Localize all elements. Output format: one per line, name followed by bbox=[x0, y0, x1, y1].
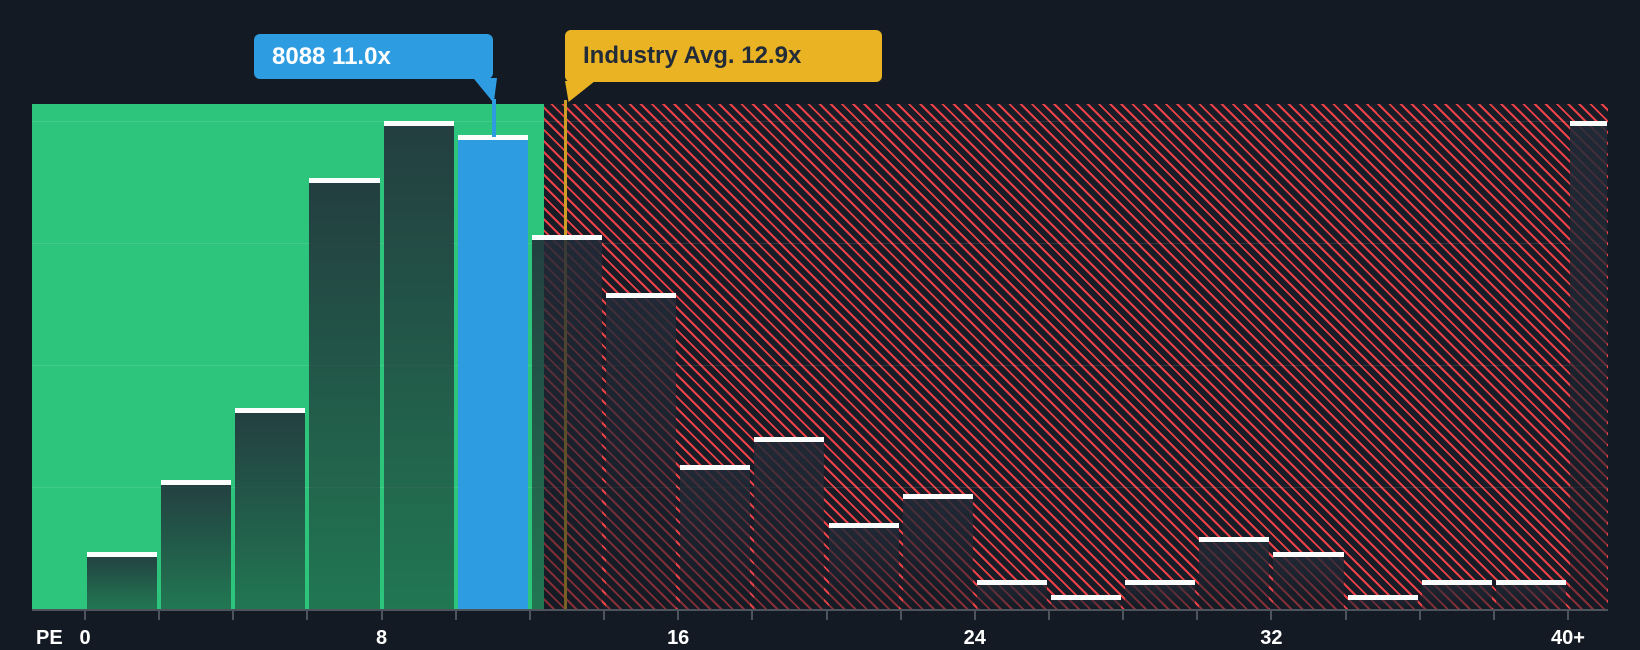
histogram-bar[interactable] bbox=[1273, 551, 1344, 609]
x-tick-label: 0 bbox=[79, 627, 91, 649]
x-axis-tick bbox=[158, 611, 161, 620]
x-axis-tick bbox=[84, 611, 86, 620]
x-axis-tick bbox=[1196, 611, 1199, 620]
bar-top-stroke bbox=[828, 522, 899, 528]
bar-top-stroke bbox=[1050, 594, 1122, 600]
x-axis-tick bbox=[899, 611, 902, 620]
x-tick-label: 32 bbox=[1260, 627, 1283, 649]
histogram-bar[interactable] bbox=[87, 551, 158, 609]
histogram-bar[interactable] bbox=[680, 465, 751, 609]
histogram-bar[interactable] bbox=[1347, 594, 1418, 609]
x-tick-label: 8 bbox=[376, 627, 388, 649]
x-axis-tick bbox=[232, 611, 235, 620]
histogram-bar[interactable] bbox=[828, 522, 899, 609]
x-axis-tick bbox=[603, 611, 606, 620]
bar-top-stroke bbox=[161, 479, 232, 485]
bar-top-stroke bbox=[309, 177, 380, 183]
bar-top-stroke bbox=[1570, 120, 1607, 126]
histogram-bar[interactable] bbox=[1050, 594, 1122, 609]
grid-line bbox=[32, 242, 1608, 245]
x-tick-label: 40+ bbox=[1551, 627, 1585, 649]
histogram-bar[interactable] bbox=[1495, 580, 1566, 609]
industry-avg-tooltip-pointer bbox=[565, 81, 595, 102]
x-axis-tick bbox=[1567, 611, 1569, 620]
bar-top-stroke bbox=[1347, 594, 1418, 600]
bar-top-stroke bbox=[976, 580, 1047, 586]
histogram-bar[interactable] bbox=[161, 479, 232, 609]
histogram-bar[interactable] bbox=[976, 580, 1047, 609]
bar-top-stroke bbox=[1199, 537, 1270, 543]
histogram-bar[interactable] bbox=[1199, 537, 1270, 609]
company-pe-tooltip-label: 8088 11.0x bbox=[272, 42, 391, 70]
x-axis-tick bbox=[1418, 611, 1421, 620]
x-tick-label: 16 bbox=[667, 627, 690, 649]
company-tooltip-pointer-stem bbox=[492, 99, 496, 137]
x-axis-tick bbox=[751, 611, 754, 620]
histogram-bar[interactable] bbox=[1421, 580, 1492, 609]
x-axis-tick bbox=[528, 611, 531, 620]
bar-top-stroke bbox=[1125, 580, 1196, 586]
highlight-bar-company[interactable] bbox=[457, 134, 528, 609]
grid-line bbox=[32, 364, 1608, 367]
x-axis-title: PE bbox=[36, 627, 63, 649]
x-axis-tick bbox=[1047, 611, 1050, 620]
bar-top-stroke bbox=[457, 134, 528, 140]
x-axis-tick bbox=[677, 611, 680, 620]
bar-top-stroke bbox=[235, 407, 306, 413]
bar-top-stroke bbox=[1495, 580, 1566, 586]
bar-top-stroke bbox=[902, 494, 973, 500]
x-axis-tick bbox=[1492, 611, 1495, 620]
x-axis-tick bbox=[1344, 611, 1347, 620]
x-axis-line bbox=[32, 609, 1608, 611]
histogram-bar[interactable] bbox=[1125, 580, 1196, 609]
bar-top-stroke bbox=[680, 465, 751, 471]
histogram-bar[interactable] bbox=[902, 494, 973, 609]
company-pe-tooltip: 8088 11.0x bbox=[254, 34, 493, 79]
industry-avg-tooltip-label: Industry Avg. 12.9x bbox=[583, 42, 802, 69]
x-tick-label: 24 bbox=[963, 627, 986, 649]
x-axis-tick bbox=[825, 611, 828, 620]
bar-top-stroke bbox=[87, 551, 158, 557]
x-axis-tick bbox=[306, 611, 309, 620]
bar-top-stroke bbox=[1273, 551, 1344, 557]
bar-top-stroke bbox=[754, 436, 825, 442]
industry-avg-tooltip: Industry Avg. 12.9x bbox=[565, 30, 882, 82]
histogram-bar[interactable] bbox=[1570, 120, 1607, 609]
x-axis-tick bbox=[380, 611, 383, 620]
grid-line bbox=[32, 120, 1608, 122]
histogram-bar[interactable] bbox=[531, 235, 603, 609]
histogram-bar[interactable] bbox=[309, 177, 380, 609]
x-axis-tick bbox=[973, 611, 976, 620]
bar-top-stroke bbox=[1421, 580, 1492, 586]
bar-top-stroke bbox=[606, 292, 677, 298]
red-hatch-zone-above-average bbox=[543, 104, 1608, 609]
x-axis-tick bbox=[454, 611, 457, 620]
histogram-bar[interactable] bbox=[754, 436, 825, 609]
x-axis-tick bbox=[1122, 611, 1125, 620]
histogram-bar[interactable] bbox=[235, 407, 306, 609]
bar-top-stroke bbox=[383, 120, 454, 126]
histogram-bar[interactable] bbox=[383, 120, 454, 609]
bar-top-stroke bbox=[531, 235, 603, 241]
histogram-bar[interactable] bbox=[606, 292, 677, 609]
x-axis-tick bbox=[1270, 611, 1273, 620]
